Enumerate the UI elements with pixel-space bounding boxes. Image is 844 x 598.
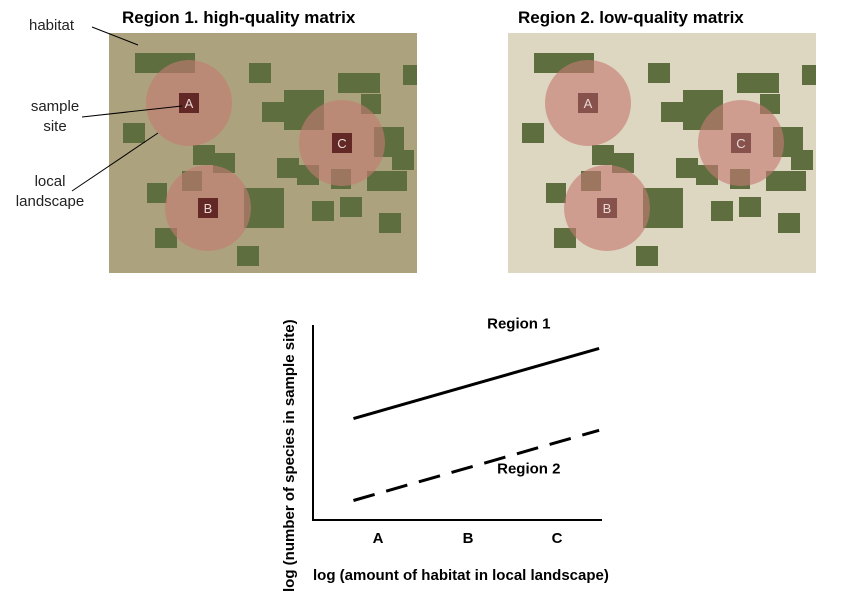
habitat-patches xyxy=(123,53,417,266)
habitat-patch xyxy=(147,183,167,203)
habitat-label: habitat xyxy=(29,17,75,34)
sample-site-label-line1: sample xyxy=(30,98,80,115)
sample-site-label-line2: site xyxy=(43,118,67,135)
habitat-patch xyxy=(312,201,334,221)
region-1-title: Region 1. high-quality matrix xyxy=(122,8,356,27)
habitat-patch xyxy=(155,228,177,248)
local-landscapes: A B C xyxy=(545,60,784,251)
habitat-patch xyxy=(367,171,407,191)
series-label-1: Region 1 xyxy=(487,315,550,332)
sample-site-label-b: B xyxy=(603,201,612,216)
species-habitat-chart: Region 1 Region 2 A B C log (amount of habi… xyxy=(281,315,609,592)
habitat-patch xyxy=(403,65,417,85)
habitat-patch xyxy=(546,183,566,203)
region-2-map-drawing: A B C xyxy=(522,53,816,266)
sample-site-b xyxy=(198,198,218,218)
habitat-patch xyxy=(392,150,414,170)
sample-site-label-a: A xyxy=(584,96,593,111)
habitat-patch xyxy=(249,63,271,83)
series-layer: Region 1 Region 2 xyxy=(353,315,600,502)
sample-site-c xyxy=(731,133,751,153)
habitat-patch xyxy=(340,197,362,217)
habitat-patch xyxy=(661,102,683,122)
habitat-patch xyxy=(338,73,380,93)
sample-site-label: sample site xyxy=(30,97,80,137)
sample-site-label-c: C xyxy=(736,136,745,151)
local-landscapes: A B C xyxy=(146,60,385,251)
local-landscape-label: local landscape xyxy=(10,172,90,212)
x-tick-a: A xyxy=(373,530,384,547)
habitat-patch xyxy=(802,65,816,85)
local-landscape-label-line1: local xyxy=(34,173,66,190)
habitat-patch xyxy=(193,145,215,165)
habitat-patch xyxy=(123,123,145,143)
habitat-patch xyxy=(676,158,698,178)
habitat-patch xyxy=(592,145,614,165)
y-axis-label: log (number of species in sample site) xyxy=(281,319,298,592)
x-axis-label: log (amount of habitat in local landscap… xyxy=(313,567,609,584)
habitat-patch xyxy=(237,246,259,266)
sample-site-label-b: B xyxy=(204,201,213,216)
habitat-patch xyxy=(277,158,299,178)
region-2-title: Region 2. low-quality matrix xyxy=(518,8,744,27)
region-1-map-drawing: A B C xyxy=(123,53,417,266)
habitat-patch xyxy=(554,228,576,248)
region-1-map: A B C xyxy=(109,33,417,273)
series-line-2 xyxy=(353,428,600,502)
x-tick-c: C xyxy=(552,530,563,547)
habitat-patch xyxy=(791,150,813,170)
habitat-patch xyxy=(522,123,544,143)
habitat-patch xyxy=(636,246,658,266)
sample-site-c xyxy=(332,133,352,153)
habitat-patch xyxy=(648,63,670,83)
sample-site-a xyxy=(179,93,199,113)
tick-layer: A B C xyxy=(373,530,563,547)
habitat-patch xyxy=(778,213,800,233)
x-tick-b: B xyxy=(463,530,474,547)
habitat-patch xyxy=(262,102,284,122)
sample-site-a xyxy=(578,93,598,113)
sample-site-label-a: A xyxy=(185,96,194,111)
habitat-patch xyxy=(739,197,761,217)
habitat-patch xyxy=(737,73,779,93)
sample-site-b xyxy=(597,198,617,218)
series-line-1 xyxy=(353,346,600,421)
habitat-patch xyxy=(711,201,733,221)
habitat-patch xyxy=(379,213,401,233)
region-2-map: A B C xyxy=(508,33,816,273)
local-landscape-label-line2: landscape xyxy=(15,193,85,210)
habitat-patch xyxy=(766,171,806,191)
series-label-2: Region 2 xyxy=(497,460,560,477)
sample-site-label-c: C xyxy=(337,136,346,151)
